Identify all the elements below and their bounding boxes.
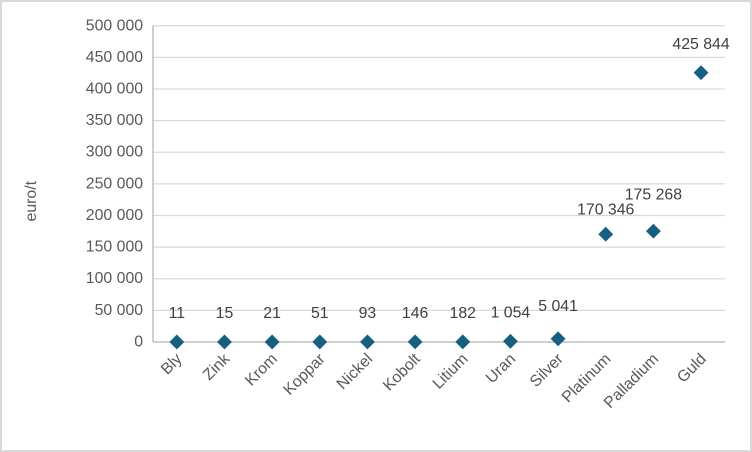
data-point-litium [455, 334, 471, 350]
y-tick-label: 450 000 [86, 49, 143, 66]
data-label-silver: 5 041 [538, 298, 578, 315]
y-tick-label: 300 000 [86, 144, 143, 161]
x-category-label-uran: Uran [483, 351, 519, 387]
y-axis-title: euro/t [23, 180, 40, 221]
data-point-platinum [598, 226, 614, 242]
y-tick-label: 150 000 [86, 239, 143, 256]
data-label-guld: 425 844 [672, 36, 729, 53]
x-category-labels-layer: Bly Zink Krom Koppar Nickel Kobolt Litium Uran S… [158, 350, 710, 412]
data-point-palladium [645, 223, 661, 239]
y-tick-label: 200 000 [86, 207, 143, 224]
data-point-nickel [360, 334, 375, 350]
x-category-label-bly: Bly [158, 351, 186, 379]
x-category-label-silver: Silver [527, 350, 568, 391]
data-label-palladium: 175 268 [625, 186, 682, 203]
data-point-kobolt [407, 334, 423, 350]
data-label-litium: 182 [450, 305, 477, 322]
y-tick-label: 500 000 [86, 17, 143, 34]
data-label-platinum: 170 346 [577, 201, 634, 218]
x-category-label-litium: Litium [430, 351, 472, 393]
y-tick-label: 350 000 [86, 112, 143, 129]
y-tick-label: 250 000 [86, 175, 143, 192]
data-label-krom: 21 [263, 305, 281, 322]
data-label-zink: 15 [216, 305, 234, 322]
y-tick-label: 50 000 [95, 302, 144, 319]
data-point-silver [550, 331, 566, 347]
data-point-uran [502, 333, 518, 349]
y-tick-label: 0 [134, 333, 143, 350]
data-label-bly: 11 [169, 305, 186, 322]
x-category-label-nickel: Nickel [334, 351, 377, 394]
y-tick-label: 400 000 [86, 81, 143, 98]
data-label-koppar: 51 [311, 305, 329, 322]
data-point-zink [217, 334, 232, 350]
x-category-label-kobolt: Kobolt [380, 350, 424, 394]
x-category-label-guld: Guld [674, 351, 710, 387]
y-tick-labels-layer: 0 50 000 100 000 150 000 200 000 250 000 300 0… [86, 17, 143, 350]
data-point-krom [264, 334, 280, 350]
data-point-koppar [312, 334, 328, 350]
data-label-kobolt: 146 [402, 305, 429, 322]
y-tick-label: 100 000 [86, 270, 143, 287]
x-category-label-zink: Zink [200, 351, 233, 384]
data-label-nickel: 93 [359, 305, 377, 322]
data-label-uran: 1 054 [491, 305, 531, 322]
data-point-guld [693, 65, 709, 81]
x-category-label-koppar: Koppar [280, 350, 329, 399]
x-category-label-krom: Krom [242, 351, 281, 390]
axes-layer [152, 25, 725, 343]
gridlines-layer [152, 25, 725, 311]
data-point-bly [169, 334, 185, 350]
